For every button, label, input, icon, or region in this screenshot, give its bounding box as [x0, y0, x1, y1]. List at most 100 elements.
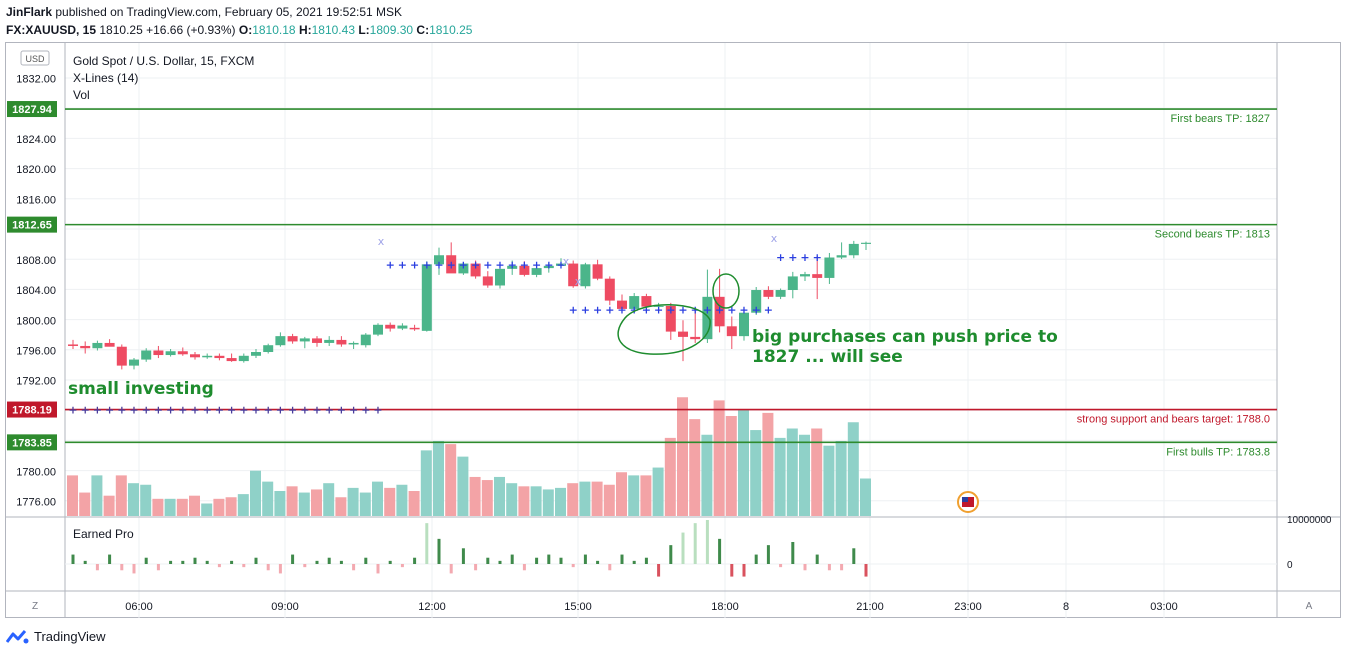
- legend-vol[interactable]: Vol: [73, 88, 90, 102]
- volume-bar: [530, 486, 542, 516]
- candle-body: [446, 255, 457, 274]
- y-tick-label: 1792.00: [16, 376, 56, 388]
- y-tick-label: 1808.00: [16, 255, 56, 267]
- earned-bar: [840, 564, 844, 571]
- candle-body: [543, 265, 554, 269]
- earned-bar: [217, 564, 221, 568]
- volume-bar: [750, 430, 762, 516]
- x-lines-marker: +: [495, 258, 504, 271]
- volume-bar: [652, 467, 664, 516]
- x-tick-label: 15:00: [564, 601, 592, 613]
- x-lines-marker: +: [434, 258, 443, 271]
- candle-body: [629, 296, 640, 309]
- candle-body: [287, 336, 298, 342]
- volume-bar: [286, 486, 298, 516]
- x-lines-marker: +: [800, 251, 809, 264]
- legend-xlines[interactable]: X-Lines (14): [73, 71, 139, 85]
- volume-bar: [835, 441, 847, 516]
- volume-bar: [738, 409, 749, 516]
- x-lines-marker: +: [276, 404, 285, 417]
- tradingview-brand[interactable]: TradingView: [6, 629, 106, 644]
- volume-bar: [664, 437, 676, 516]
- earned-bar: [571, 564, 575, 568]
- earned-bar: [766, 545, 770, 564]
- x-lines-marker: +: [203, 404, 212, 417]
- volume-bar: [579, 481, 591, 516]
- annotation-big-purchases-line1: big purchases can push price to: [752, 327, 1058, 347]
- earned-bar: [620, 554, 624, 564]
- x-lines-marker: +: [447, 258, 456, 271]
- us-flag-canton-icon: [962, 497, 968, 502]
- x-lines-marker: +: [752, 304, 761, 317]
- earned-bar: [779, 564, 783, 568]
- y-tick-label: 1776.00: [16, 497, 56, 509]
- volume-bar: [640, 475, 652, 516]
- x-lines-marker: +: [520, 258, 529, 271]
- volume-bar: [91, 475, 103, 516]
- candle-body: [800, 274, 810, 277]
- symbol: FX:XAUUSD, 15: [6, 23, 97, 37]
- candle-body: [531, 268, 542, 275]
- y-tick-label: 1832.00: [16, 73, 56, 85]
- candle-body: [678, 331, 688, 337]
- volume-bar: [250, 470, 261, 516]
- low-label: L:: [358, 23, 370, 37]
- volume-bar: [213, 498, 225, 516]
- annotation-big-purchases-line2: 1827 ... will see: [752, 347, 903, 367]
- level-badge: [7, 216, 57, 233]
- candle-body: [787, 276, 798, 291]
- earned-bar: [852, 548, 856, 564]
- x-lines-marker: +: [154, 404, 163, 417]
- x-lines-marker: +: [386, 258, 395, 271]
- y-tick-label: 1804.00: [16, 285, 56, 297]
- legend-title[interactable]: Gold Spot / U.S. Dollar, 15, FXCM: [73, 54, 255, 68]
- earned-bar: [278, 564, 282, 574]
- candle-body: [812, 274, 823, 278]
- earned-bar: [266, 564, 270, 571]
- candle-body: [397, 325, 408, 329]
- x-tick-label: 8: [1063, 601, 1069, 613]
- volume-bar: [115, 475, 127, 516]
- author-name[interactable]: JinFlark: [6, 5, 53, 19]
- tradingview-label: TradingView: [34, 629, 106, 644]
- close-label: C:: [416, 23, 430, 37]
- candle-body: [617, 300, 627, 309]
- volume-bar: [140, 484, 152, 516]
- x-lines-marker: +: [300, 404, 309, 417]
- x-tick-label: 06:00: [125, 601, 153, 613]
- candle-body: [251, 352, 261, 356]
- earned-bar: [742, 564, 746, 577]
- candle-body: [519, 265, 530, 275]
- earned-bar: [559, 557, 563, 564]
- earned-bar: [864, 564, 868, 577]
- x-lines-marker: +: [178, 404, 187, 417]
- x-tick-label: 09:00: [271, 601, 299, 613]
- candle-body: [312, 338, 322, 343]
- volume-bar: [298, 492, 310, 516]
- volume-bar: [542, 489, 554, 516]
- publish-info: JinFlark published on TradingView.com, F…: [6, 5, 402, 19]
- x-lines-marker: +: [532, 258, 541, 271]
- volume-bar: [481, 480, 493, 516]
- legend-earned-pro[interactable]: Earned Pro: [73, 527, 134, 541]
- x-lines-marker: +: [93, 404, 102, 417]
- earned-bar: [108, 554, 112, 564]
- candle-body: [80, 345, 91, 349]
- x-lines-marker: +: [764, 304, 773, 317]
- level-label: First bears TP: 1827: [1171, 113, 1270, 125]
- x-lines-marker: +: [544, 258, 553, 271]
- earned-bar: [169, 560, 173, 564]
- volume-bar: [67, 475, 78, 516]
- high-label: H:: [298, 23, 312, 37]
- x-lines-marker: +: [361, 404, 370, 417]
- x-lines-marker: +: [813, 251, 822, 264]
- x-lines-marker: +: [215, 404, 224, 417]
- earned-bar: [730, 564, 734, 577]
- candle-body: [739, 312, 749, 337]
- currency-badge: [20, 50, 50, 66]
- candle-body: [360, 334, 371, 346]
- volume-bar: [616, 472, 627, 516]
- high-value: 1810.43: [311, 23, 355, 37]
- candle-body: [373, 324, 383, 335]
